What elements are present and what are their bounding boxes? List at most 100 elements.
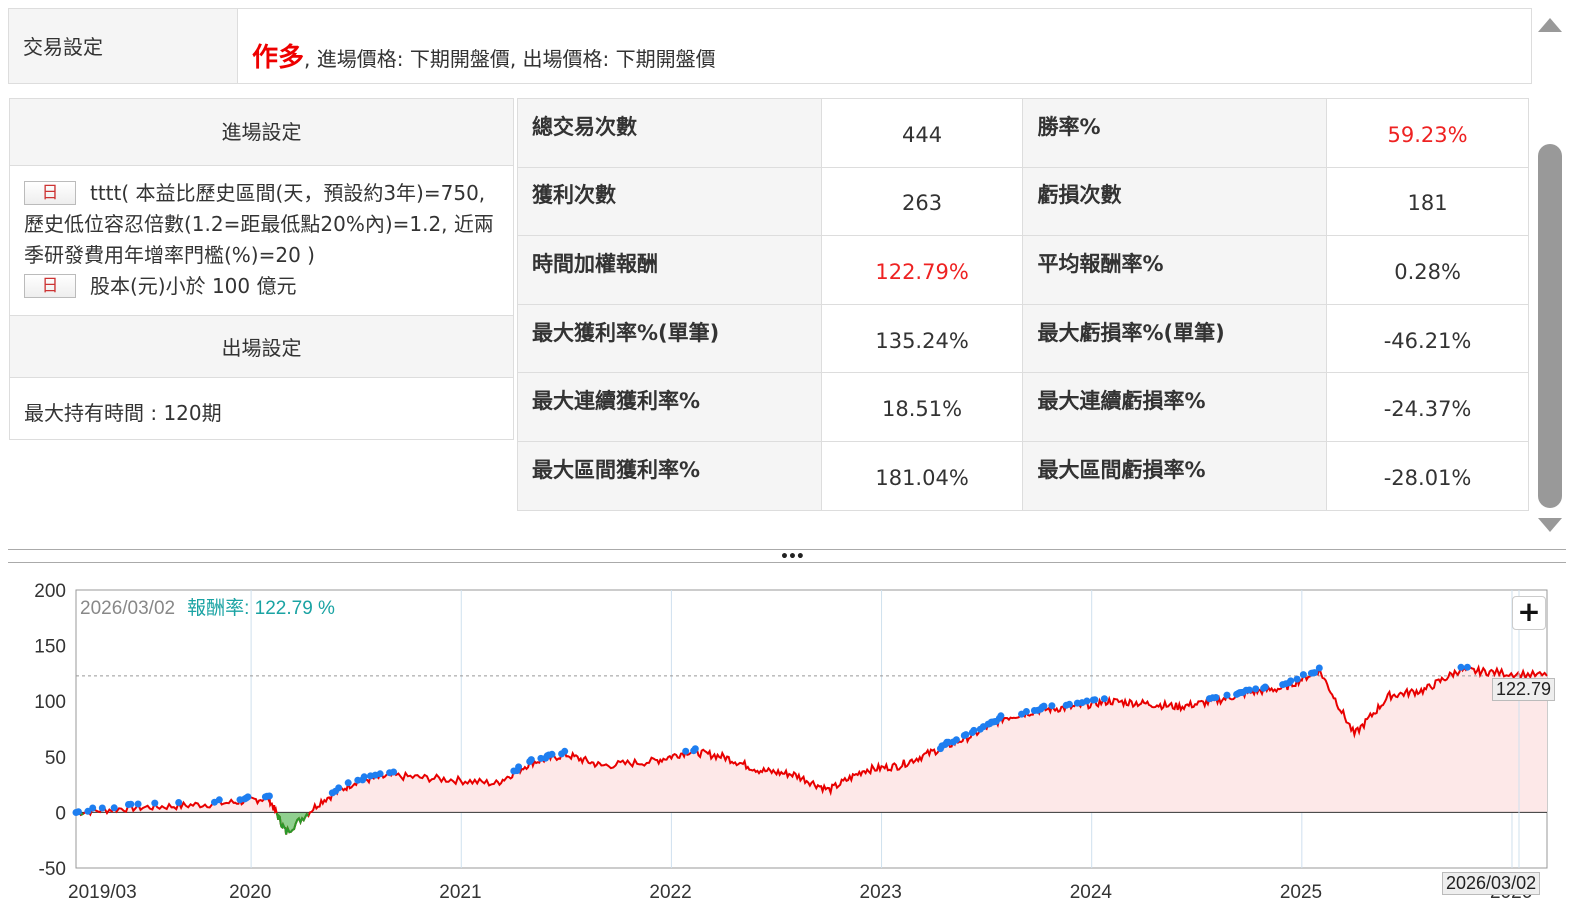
drag-grip-icon[interactable]: ••• (780, 549, 805, 565)
last-value-label: 122.79 (1492, 678, 1556, 701)
new-high-marker (390, 768, 398, 776)
stat-label: 最大虧損率%(單筆) (1022, 303, 1328, 374)
new-high-marker (244, 793, 252, 801)
new-high-marker (134, 800, 142, 808)
stat-label: 平均報酬率% (1022, 235, 1328, 305)
scrollbar-thumb[interactable] (1538, 144, 1562, 508)
new-high-marker (1252, 685, 1260, 693)
new-high-marker (952, 736, 960, 744)
entry-rule-2-text: 股本(元)小於 100 億元 (90, 274, 297, 298)
stat-label: 勝率% (1022, 98, 1328, 168)
legend-date: 2026/03/02 (80, 598, 176, 619)
pane-splitter[interactable]: ••• (8, 549, 1566, 565)
stat-label: 最大區間獲利率% (517, 440, 822, 511)
stat-label: 最大連續獲利率% (517, 372, 822, 442)
vertical-scrollbar[interactable] (1532, 8, 1568, 544)
new-high-marker (561, 747, 569, 755)
trade-settings-row: 交易設定 作多, 進場價格: 下期開盤價, 出場價格: 下期開盤價 (8, 8, 1532, 84)
stat-label: 獲利次數 (517, 166, 822, 237)
x-tick-label: 2021 (439, 882, 481, 903)
y-tick-label: 0 (55, 803, 66, 824)
trade-settings-value: 作多, 進場價格: 下期開盤價, 出場價格: 下期開盤價 (238, 9, 1531, 83)
y-tick-label: -50 (39, 859, 66, 880)
new-high-marker (1287, 677, 1295, 685)
trade-detail: , 進場價格: 下期開盤價, 出場價格: 下期開盤價 (304, 47, 716, 71)
stat-value: 18.51% (820, 372, 1024, 442)
chart-legend: 2026/03/02 報酬率: 122.79 % (80, 593, 335, 620)
new-high-marker (1083, 697, 1091, 705)
new-high-marker (1040, 702, 1048, 710)
scroll-down-arrow-icon[interactable] (1538, 518, 1562, 532)
stats-row: 總交易次數 444 勝率% 59.23% (517, 98, 1529, 168)
last-date-label: 2026/03/02 (1442, 872, 1541, 895)
x-tick-label: 2020 (229, 882, 271, 903)
new-high-marker (265, 792, 273, 800)
stats-row: 最大區間獲利率% 181.04% 最大區間虧損率% -28.01% (517, 440, 1529, 511)
y-tick-label: 100 (34, 692, 66, 713)
new-high-marker (1212, 694, 1220, 701)
new-high-marker (970, 726, 978, 734)
stat-label: 最大獲利率%(單筆) (517, 303, 822, 374)
new-high-marker (360, 773, 368, 781)
new-high-marker (151, 799, 159, 807)
x-tick-label: 2023 (860, 882, 902, 903)
x-tick-label: 2025 (1280, 882, 1322, 903)
stats-row: 最大獲利率%(單筆) 135.24% 最大虧損率%(單筆) -46.21% (517, 303, 1529, 374)
stat-value: 122.79% (820, 235, 1024, 305)
stats-row: 獲利次數 263 虧損次數 181 (517, 166, 1529, 237)
stat-label: 總交易次數 (517, 98, 822, 168)
exit-settings-title: 出場設定 (10, 316, 513, 378)
new-high-marker (376, 770, 384, 778)
entry-rule-2: 日股本(元)小於 100 億元 (24, 271, 499, 302)
new-high-marker (1048, 702, 1056, 710)
new-high-marker (74, 808, 82, 816)
y-tick-label: 200 (34, 581, 66, 602)
new-high-marker (175, 799, 183, 806)
new-high-marker (527, 756, 535, 764)
entry-rule-1-text: tttt( 本益比歷史區間(天，預設約3年)=750, 歷史低位容忍倍數(1.2… (24, 181, 494, 267)
new-high-marker (89, 804, 97, 812)
new-high-marker (1261, 683, 1269, 691)
new-high-marker (1245, 686, 1253, 694)
legend-return: 報酬率: 122.79 % (187, 598, 335, 619)
new-high-marker (691, 745, 699, 753)
stat-label: 最大連續虧損率% (1022, 372, 1328, 442)
stat-label: 最大區間虧損率% (1022, 440, 1328, 511)
new-high-marker (1457, 663, 1465, 671)
area-fill (76, 667, 1547, 813)
new-high-marker (1463, 663, 1471, 671)
stat-value: 444 (820, 98, 1024, 168)
scroll-up-arrow-icon[interactable] (1538, 18, 1562, 32)
new-high-marker (1091, 696, 1099, 704)
entry-settings-body: 日 tttt( 本益比歷史區間(天，預設約3年)=750, 歷史低位容忍倍數(1.… (10, 166, 513, 316)
new-high-marker (1022, 708, 1030, 715)
new-high-marker (1065, 700, 1073, 708)
daily-tag: 日 (24, 181, 76, 205)
new-high-marker (1223, 691, 1231, 699)
new-high-marker (1293, 675, 1301, 683)
x-tick-label: 2019/03 (68, 882, 137, 903)
equity-chart: 200 150 100 50 0 -50 2019/03 2020 2021 2022 2023 20… (0, 566, 1588, 916)
y-tick-label: 150 (34, 637, 66, 658)
stats-table: 總交易次數 444 勝率% 59.23% 獲利次數 263 虧損次數 181 時間加權報酬 122… (517, 98, 1529, 511)
stat-value: 59.23% (1326, 98, 1529, 168)
trade-settings-label: 交易設定 (9, 9, 238, 83)
trade-direction: 作多 (252, 43, 305, 73)
new-high-marker (682, 747, 690, 755)
y-tick-label: 50 (45, 748, 66, 769)
entry-rule-1: 日 tttt( 本益比歷史區間(天，預設約3年)=750, 歷史低位容忍倍數(1.… (24, 178, 499, 271)
stats-row: 時間加權報酬 122.79% 平均報酬率% 0.28% (517, 235, 1529, 305)
stat-value: -24.37% (1326, 372, 1529, 442)
daily-tag: 日 (24, 274, 76, 298)
stat-value: 181.04% (820, 440, 1024, 511)
stat-label: 虧損次數 (1022, 166, 1328, 237)
zoom-in-button[interactable]: + (1512, 596, 1546, 630)
new-high-marker (962, 731, 970, 739)
exit-settings-rule: 最大持有時間 : 120期 (24, 401, 222, 425)
stat-value: -28.01% (1326, 440, 1529, 511)
entry-settings-title: 進場設定 (10, 99, 513, 166)
new-high-marker (335, 784, 343, 792)
equity-line-negative (80, 812, 310, 835)
settings-panel: 進場設定 日 tttt( 本益比歷史區間(天，預設約3年)=750, 歷史低位容忍… (9, 98, 514, 440)
